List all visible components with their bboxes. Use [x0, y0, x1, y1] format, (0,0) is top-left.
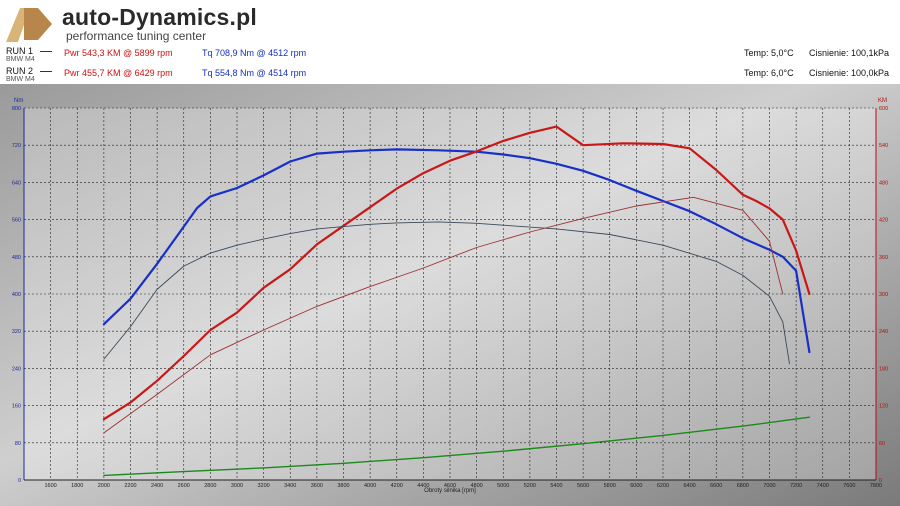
x-tick-label: 5200 [524, 483, 536, 489]
x-tick-label: 5400 [550, 483, 562, 489]
power-peak: Pwr 455,7 KM @ 6429 rpm [64, 68, 173, 78]
y-tick-label-left: 0 [18, 478, 21, 484]
x-tick-label: 5600 [577, 483, 589, 489]
x-tick-label: 4000 [364, 483, 376, 489]
x-tick-label: 3600 [311, 483, 323, 489]
x-tick-label: 3000 [231, 483, 243, 489]
torque-peak: Tq 554,8 Nm @ 4514 rpm [202, 68, 307, 78]
x-tick-label: 1600 [45, 483, 57, 489]
y-tick-label-left: 800 [12, 106, 21, 112]
dyno-chart: 1600 1800 2000 2200 2400 2600 2800 3000 3200 3400… [0, 84, 900, 506]
x-tick-label: 1800 [71, 483, 83, 489]
x-tick-label: 4600 [444, 483, 456, 489]
loss-line [103, 416, 811, 477]
axis-ticks: 1600 1800 2000 2200 2400 2600 2800 3000 3200 3400… [12, 106, 888, 489]
y-tick-label-right: 300 [879, 292, 888, 298]
run-2-torque-line [103, 221, 790, 365]
data-series [102, 125, 811, 477]
y-tick-label-left: 80 [15, 441, 21, 447]
x-tick-label: 7200 [790, 483, 802, 489]
run-label: RUN 2 [6, 66, 34, 76]
x-tick-label: 2200 [124, 483, 136, 489]
x-tick-label: 3800 [337, 483, 349, 489]
x-tick-label: 6800 [737, 483, 749, 489]
auto-dynamics-logo-icon [6, 8, 52, 42]
y-tick-label-right: 120 [879, 404, 888, 410]
y-tick-label-left: 640 [12, 180, 21, 186]
x-tick-label: 3400 [284, 483, 296, 489]
temperature: Temp: 5,0°C [744, 48, 794, 58]
car-background-image [0, 84, 900, 506]
y-tick-label-right: 240 [879, 329, 888, 335]
y-tick-label-left: 480 [12, 255, 21, 261]
y-tick-label-right: 60 [879, 441, 885, 447]
x-tick-label: 5800 [604, 483, 616, 489]
torque-peak: Tq 708,9 Nm @ 4512 rpm [202, 48, 307, 58]
x-tick-label: 4200 [391, 483, 403, 489]
y-tick-label-left: 400 [12, 292, 21, 298]
run-1-power-line [102, 125, 811, 421]
x-tick-label: 4400 [417, 483, 429, 489]
y-tick-label-right: 480 [879, 180, 888, 186]
run-2-power-line [103, 196, 784, 434]
run-2-summary: RUN 2 BMW M4 Pwr 455,7 KM @ 6429 rpm Tq … [0, 66, 900, 88]
report-header: auto-Dynamics.pl performance tuning cent… [0, 0, 900, 84]
grid-lines [23, 107, 877, 481]
run-1-summary: RUN 1 BMW M4 Pwr 543,3 KM @ 5899 rpm Tq … [0, 46, 900, 68]
x-tick-label: 7600 [843, 483, 855, 489]
y-tick-label-left: 160 [12, 404, 21, 410]
x-tick-label: 7400 [817, 483, 829, 489]
x-tick-label: 7800 [870, 483, 882, 489]
pressure: Cisnienie: 100,0kPa [809, 68, 890, 78]
x-axis-label: Obroty silnika [rpm] [424, 488, 476, 494]
car-label: BMW M4 [6, 56, 35, 63]
y-tick-label-right: 540 [879, 143, 888, 149]
y-tick-label-left: 560 [12, 218, 21, 224]
x-tick-label: 2000 [98, 483, 110, 489]
run-line-marker [40, 51, 52, 52]
x-tick-label: 3200 [258, 483, 270, 489]
x-tick-label: 2600 [178, 483, 190, 489]
y-tick-label-right: 0 [879, 478, 882, 484]
y-tick-label-right: 360 [879, 255, 888, 261]
x-tick-label: 6600 [710, 483, 722, 489]
y-axis-label-left: Nm [14, 98, 23, 104]
x-tick-label: 5000 [497, 483, 509, 489]
temperature: Temp: 6,0°C [744, 68, 794, 78]
y-axis-label-right: KM [878, 98, 887, 104]
power-peak: Pwr 543,3 KM @ 5899 rpm [64, 48, 173, 58]
pressure: Cisnienie: 100,1kPa [809, 48, 890, 58]
y-tick-label-right: 600 [879, 106, 888, 112]
y-tick-label-right: 180 [879, 366, 888, 372]
y-tick-label-left: 720 [12, 143, 21, 149]
y-tick-label-right: 420 [879, 218, 888, 224]
x-tick-label: 2400 [151, 483, 163, 489]
y-tick-label-left: 320 [12, 329, 21, 335]
x-tick-label: 6400 [684, 483, 696, 489]
y-tick-label-left: 240 [12, 366, 21, 372]
x-tick-label: 7000 [763, 483, 775, 489]
run-label: RUN 1 [6, 46, 34, 56]
x-tick-label: 4800 [471, 483, 483, 489]
brand-tagline: performance tuning center [66, 29, 207, 43]
brand-name: auto-Dynamics.pl [62, 4, 257, 30]
x-tick-label: 6200 [657, 483, 669, 489]
x-tick-label: 2800 [204, 483, 216, 489]
car-label: BMW M4 [6, 76, 35, 83]
x-tick-label: 6000 [630, 483, 642, 489]
run-line-marker [40, 71, 52, 72]
